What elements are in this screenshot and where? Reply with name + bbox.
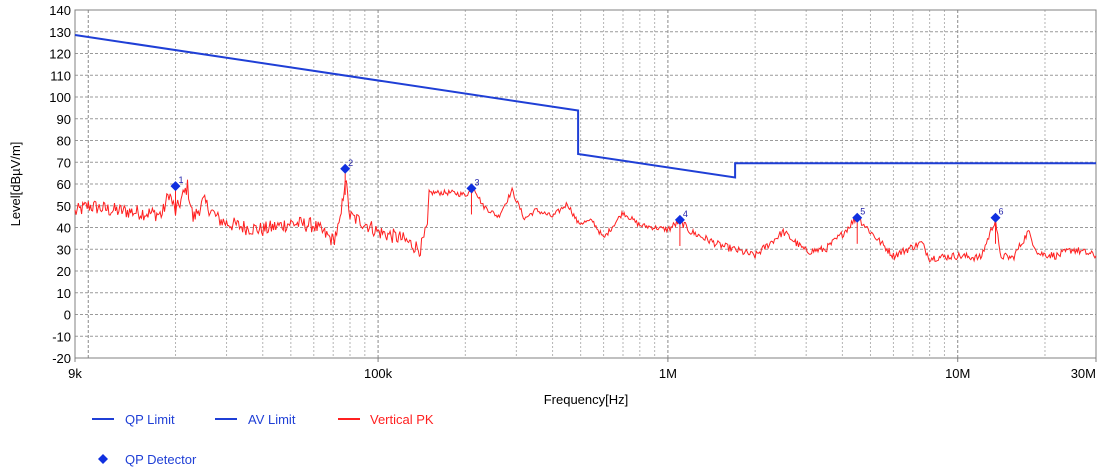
x-tick-label: 30M xyxy=(1071,366,1096,381)
y-tick-label: 50 xyxy=(57,199,71,214)
y-tick-label: 60 xyxy=(57,177,71,192)
x-tick-label: 100k xyxy=(364,366,393,381)
legend-swatch-qp-detector xyxy=(98,454,108,464)
y-tick-labels: -20 -10 0 10 20 30 40 50 60 70 80 90 100 110 120 130 140 xyxy=(49,3,71,366)
marker-label: 2 xyxy=(348,158,353,168)
y-tick-label: 120 xyxy=(49,47,71,62)
marker-label: 6 xyxy=(998,207,1003,217)
marker-label: 3 xyxy=(474,177,479,187)
qp-detector-marker xyxy=(170,181,181,192)
y-tick-label: 80 xyxy=(57,134,71,149)
x-tick-labels: 9k 100k 1M 10M 30M xyxy=(68,358,1097,381)
x-tick-label: 9k xyxy=(68,366,82,381)
marker-label: 5 xyxy=(860,207,865,217)
qp-detector-marker xyxy=(674,214,685,225)
qp-detector-marker xyxy=(852,212,863,223)
marker-layer: 1 2 3 4 5 6 xyxy=(170,158,1004,246)
x-axis-title: Frequency[Hz] xyxy=(544,392,629,407)
y-tick-label: -20 xyxy=(52,351,71,366)
marker-label: 1 xyxy=(179,175,184,185)
legend-label-vertical-pk: Vertical PK xyxy=(370,412,434,427)
plot-frame xyxy=(74,9,1097,359)
y-tick-label: 100 xyxy=(49,90,71,105)
series-line-qp-limit xyxy=(74,34,1096,179)
x-tick-label: 10M xyxy=(945,366,970,381)
legend-label-qp-limit: QP Limit xyxy=(125,412,175,427)
y-tick-label: 30 xyxy=(57,242,71,257)
marker-label: 4 xyxy=(683,209,688,219)
y-tick-label: 90 xyxy=(57,112,71,127)
x-tick-label: 1M xyxy=(659,366,677,381)
qp-detector-marker xyxy=(466,183,477,194)
series-line-vertical-pk xyxy=(74,179,1097,263)
legend-label-av-limit: AV Limit xyxy=(248,412,296,427)
qp-detector-marker xyxy=(340,163,351,174)
series-layer xyxy=(74,34,1097,263)
y-tick-label: 110 xyxy=(50,68,71,83)
qp-detector-marker xyxy=(990,212,1001,223)
y-tick-label: -10 xyxy=(52,329,71,344)
legend: QP Limit AV Limit Vertical PK QP Detecto… xyxy=(92,412,434,467)
y-tick-label: 20 xyxy=(57,264,71,279)
y-axis-title: Level[dBµV/m] xyxy=(8,142,23,227)
grid-major xyxy=(75,9,1096,359)
y-tick-label: 10 xyxy=(57,286,71,301)
y-tick-label: 40 xyxy=(57,221,71,236)
y-tick-label: 140 xyxy=(49,3,71,18)
legend-label-qp-detector: QP Detector xyxy=(125,452,197,467)
y-tick-label: 0 xyxy=(64,308,71,323)
y-tick-label: 130 xyxy=(49,25,71,40)
y-tick-label: 70 xyxy=(57,155,71,170)
